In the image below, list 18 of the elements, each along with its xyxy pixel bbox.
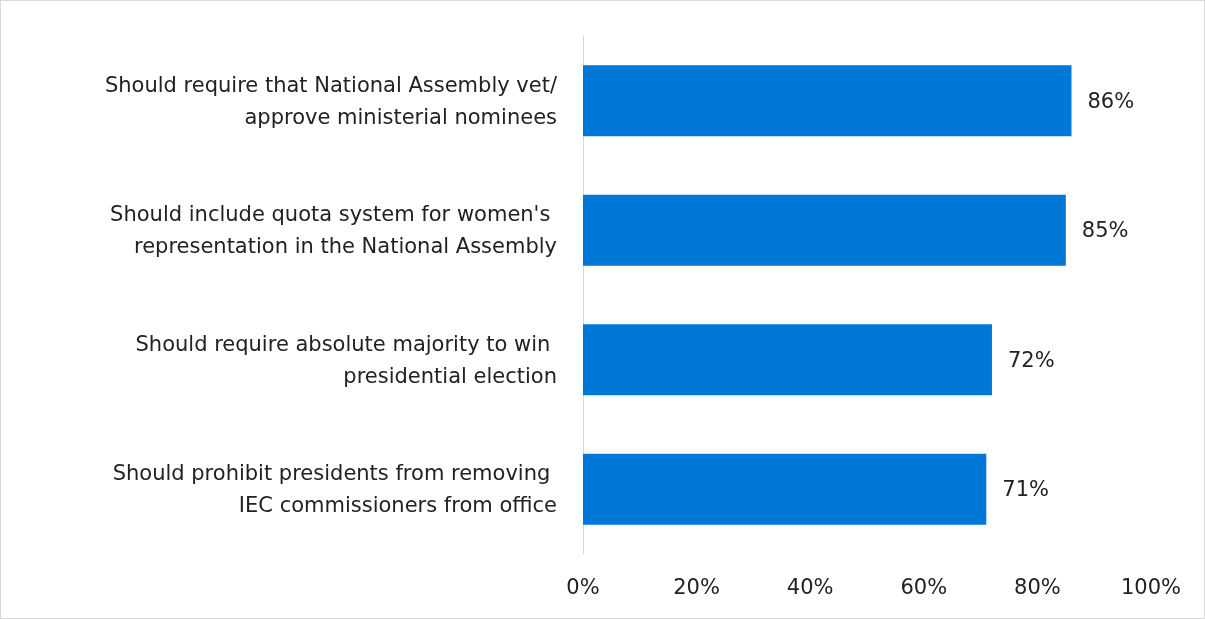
y-tick-label: Should include quota system for women's representation in the National Assembly — [110, 202, 557, 259]
bar — [583, 453, 987, 525]
data-label: 86% — [1087, 88, 1135, 113]
x-tick-label: 0% — [566, 574, 600, 599]
x-tick-label: 100% — [1120, 574, 1182, 599]
y-tick-label: Should require that National Assembly vet/approve ministerial nominees — [104, 72, 558, 129]
data-label: 85% — [1081, 218, 1129, 243]
bar — [583, 65, 1072, 137]
y-tick-label: Should prohibit presidents from removing IEC commissioners from office — [112, 461, 557, 518]
x-tick-label: 60% — [900, 574, 948, 599]
x-tick-label: 40% — [786, 574, 834, 599]
x-tick-label: 20% — [673, 574, 720, 599]
data-label: 72% — [1007, 347, 1055, 372]
data-label: 71% — [1002, 477, 1049, 502]
bar — [583, 324, 992, 396]
bar — [583, 194, 1066, 266]
y-tick-label: Should require absolute majority to win presidential election — [135, 331, 557, 388]
x-tick-label: 80% — [1014, 574, 1061, 599]
